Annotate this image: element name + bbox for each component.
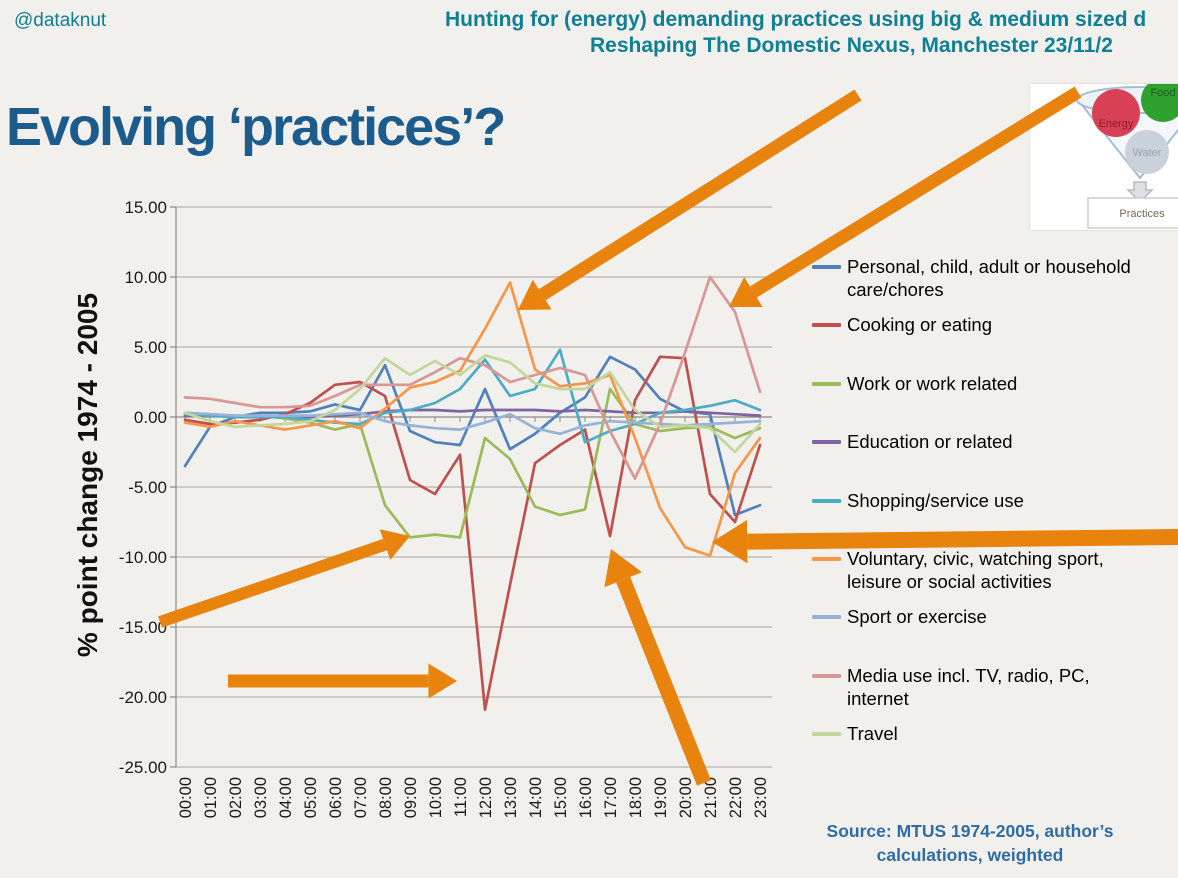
y-tick-label: 0.00 xyxy=(134,408,167,427)
legend-label: Shopping/service use xyxy=(847,490,1024,511)
legend-item: Sport or exercise xyxy=(812,606,1157,629)
down-arrow-icon xyxy=(1126,181,1154,204)
food-label: Food xyxy=(1150,87,1175,99)
y-tick-label: -20.00 xyxy=(119,688,167,707)
x-tick-label: 20:00 xyxy=(677,777,695,818)
energy-circle xyxy=(1092,89,1140,137)
y-tick-label: 5.00 xyxy=(134,338,167,357)
legend-item: Travel xyxy=(812,723,1157,746)
x-tick-label: 17:00 xyxy=(602,777,620,818)
legend-label: Education or related xyxy=(847,431,1013,452)
series-line-sport-or-exercise xyxy=(183,411,762,436)
y-axis-title: % point change 1974 - 2005 xyxy=(60,180,116,770)
x-tick-label: 15:00 xyxy=(552,777,570,818)
legend-label: Voluntary, civic, watching sport, leisur… xyxy=(847,548,1104,592)
x-tick-label: 01:00 xyxy=(202,777,220,818)
legend-item: Media use incl. TV, radio, PC, internet xyxy=(812,665,1157,710)
y-tick-label: -10.00 xyxy=(119,548,167,567)
x-tick-label: 11:00 xyxy=(452,777,470,817)
y-tick-label: -15.00 xyxy=(119,618,167,637)
x-tick-label: 05:00 xyxy=(302,777,320,818)
legend-swatch xyxy=(812,323,841,327)
legend-swatch xyxy=(812,499,841,503)
legend-swatch xyxy=(812,557,841,561)
x-tick-labels: 00:00 01:00 02:00 03:00 04:00 05:00 06:00 07:00… xyxy=(177,777,770,818)
series-lines xyxy=(183,275,762,711)
food-circle xyxy=(1141,78,1178,122)
presentation-title-line2: Reshaping The Domestic Nexus, Manchester… xyxy=(590,34,1113,57)
legend-label: Work or work related xyxy=(847,373,1018,394)
water-circle xyxy=(1125,130,1169,174)
twitter-handle: @dataknut xyxy=(14,10,107,31)
source-note: Source: MTUS 1974-2005, author’s calcula… xyxy=(790,820,1150,867)
legend-label: Cooking or eating xyxy=(847,314,993,335)
legend-item: Personal, child, adult or household care… xyxy=(812,256,1157,301)
x-tick-label: 21:00 xyxy=(702,777,720,818)
legend-swatch xyxy=(812,674,841,678)
legend-item: Shopping/service use xyxy=(812,490,1157,513)
legend-label: Travel xyxy=(847,723,898,744)
source-line2: calculations, weighted xyxy=(876,844,1064,865)
gridlines xyxy=(170,206,772,768)
y-tick-label: 15.00 xyxy=(124,198,167,217)
nexus-funnel-image: Energy Food Water Practices xyxy=(1030,78,1178,230)
legend-label: Personal, child, adult or household care… xyxy=(847,256,1131,300)
series-line-travel xyxy=(183,354,762,454)
x-tick-label: 08:00 xyxy=(377,777,395,818)
x-tick-label: 12:00 xyxy=(477,777,495,818)
legend-swatch xyxy=(812,615,841,619)
slide-title: Evolving ‘practices’? xyxy=(6,97,506,157)
x-tick-label: 16:00 xyxy=(577,777,595,818)
x-tick-label: 13:00 xyxy=(502,777,520,818)
legend-swatch xyxy=(812,440,841,444)
y-axis-title-text: % point change 1974 - 2005 xyxy=(72,292,103,658)
series-line-voluntary-civic-watching-sport-leisure-or-social-activities xyxy=(183,281,762,557)
y-tick-labels: 15.00 10.00 5.00 0.00 -5.00 -10.00 -15.00 -20.0… xyxy=(119,198,167,777)
legend-item: Voluntary, civic, watching sport, leisur… xyxy=(812,548,1157,593)
water-label: Water xyxy=(1133,147,1162,159)
x-tick-label: 03:00 xyxy=(252,777,270,818)
legend-label: Media use incl. TV, radio, PC, internet xyxy=(847,665,1090,709)
x-tick-label: 22:00 xyxy=(727,777,745,818)
x-tick-label: 00:00 xyxy=(177,777,195,818)
legend-item: Education or related xyxy=(812,431,1157,454)
legend-swatch xyxy=(812,265,841,269)
series-line-personal-child-adult-or-household-care-chores xyxy=(183,355,762,517)
legend-swatch xyxy=(812,732,841,736)
legend-item: Work or work related xyxy=(812,373,1157,396)
legend-swatch xyxy=(812,382,841,386)
y-tick-label: 10.00 xyxy=(124,268,167,287)
practices-label: Practices xyxy=(1119,208,1165,220)
x-tick-label: 02:00 xyxy=(227,777,245,818)
energy-label: Energy xyxy=(1099,118,1134,130)
source-line1: Source: MTUS 1974-2005, author’s xyxy=(826,821,1114,841)
x-tick-label: 19:00 xyxy=(652,777,670,818)
x-tick-label: 14:00 xyxy=(527,777,545,818)
x-tick-label: 07:00 xyxy=(352,777,370,818)
practices-box xyxy=(1087,197,1178,229)
y-tick-label: -5.00 xyxy=(128,478,167,497)
y-tick-label: -25.00 xyxy=(119,758,167,777)
legend-item: Cooking or eating xyxy=(812,314,1157,337)
x-tick-label: 04:00 xyxy=(277,777,295,818)
x-tick-label: 10:00 xyxy=(427,777,445,818)
x-tick-label: 23:00 xyxy=(752,777,770,818)
presentation-title-line1: Hunting for (energy) demanding practices… xyxy=(445,8,1147,31)
x-tick-label: 06:00 xyxy=(327,777,345,818)
x-tick-label: 09:00 xyxy=(402,777,420,818)
series-line-media-use-incl-tv-radio-pc-internet xyxy=(183,275,762,480)
legend-label: Sport or exercise xyxy=(847,606,987,627)
x-tick-label: 18:00 xyxy=(627,777,645,818)
funnel-diagram: Energy Food Water Practices xyxy=(1076,78,1178,229)
